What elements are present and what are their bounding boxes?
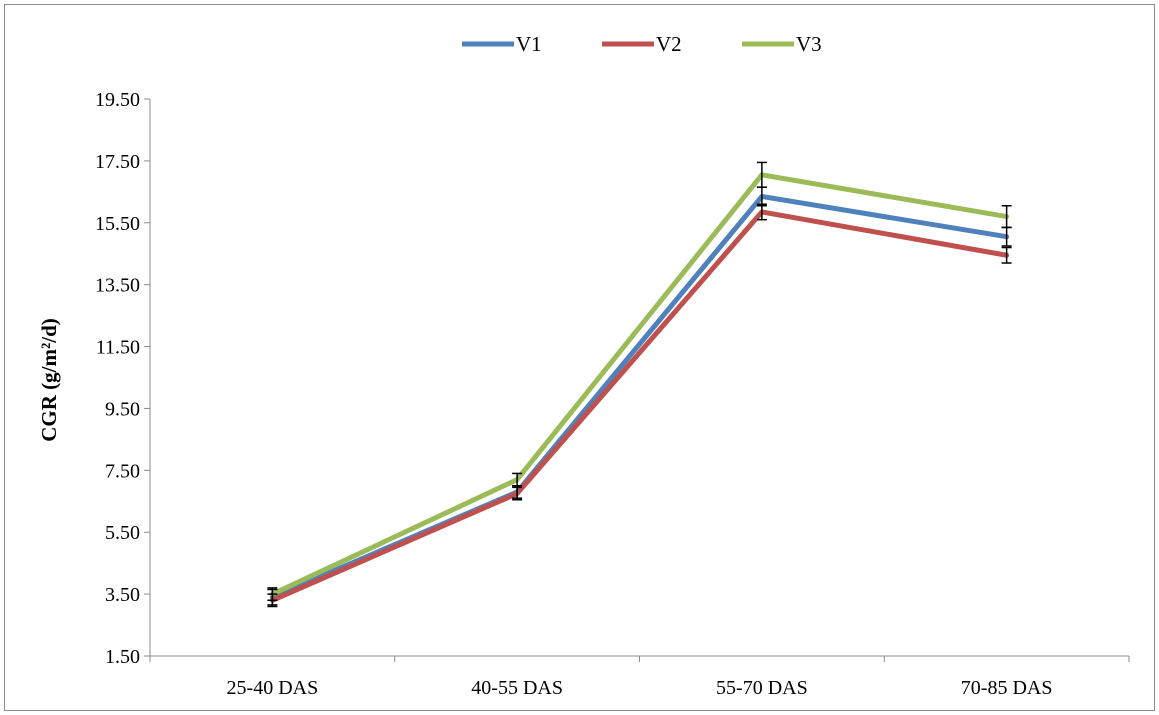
error-bar-v3	[756, 161, 767, 188]
legend-item-v2: V2	[602, 32, 682, 56]
error-bar-v3	[512, 472, 523, 487]
error-bar-v2	[1001, 246, 1012, 264]
y-tick-label: 9.50	[105, 398, 140, 420]
y-tick-label: 15.50	[95, 213, 140, 235]
series-line-v1	[269, 193, 1010, 600]
y-tick-label: 13.50	[95, 275, 140, 297]
legend-label: V1	[516, 32, 542, 56]
error-bar-v2	[756, 203, 767, 221]
error-bar-v3	[1001, 205, 1012, 229]
y-tick-label: 17.50	[95, 151, 140, 173]
y-tick-label: 19.50	[95, 89, 140, 111]
y-tick-label: 5.50	[105, 522, 140, 544]
y-tick-label: 7.50	[105, 460, 140, 482]
chart-frame	[4, 4, 1155, 711]
error-bar-v3	[267, 587, 278, 602]
legend-label: V2	[656, 32, 682, 56]
x-tick-label: 25-40 DAS	[227, 677, 319, 699]
y-tick-label: 3.50	[105, 584, 140, 606]
x-tick-label: 40-55 DAS	[471, 677, 563, 699]
legend-item-v1: V1	[462, 32, 542, 56]
series-line-v2	[269, 209, 1010, 603]
error-bar-v2	[512, 486, 523, 501]
legend-label: V3	[796, 32, 822, 56]
x-tick-label: 55-70 DAS	[716, 677, 808, 699]
x-axis: 25-40 DAS 40-55 DAS 55-70 DAS 70-85 DAS	[149, 655, 1130, 699]
y-axis: 1.50 3.50 5.50 7.50 9.50 11.50 13.50 15.50 17.50…	[95, 89, 151, 668]
series-line-v3	[269, 172, 1010, 597]
legend: V1 V2 V3	[462, 32, 822, 56]
series-layer	[267, 161, 1012, 608]
y-tick-label: 1.50	[105, 646, 140, 668]
y-axis-title: CGR (g/m²/d)	[37, 318, 61, 442]
x-tick-label: 70-85 DAS	[961, 677, 1053, 699]
legend-item-v3: V3	[742, 32, 822, 56]
y-tick-label: 11.50	[96, 337, 140, 359]
